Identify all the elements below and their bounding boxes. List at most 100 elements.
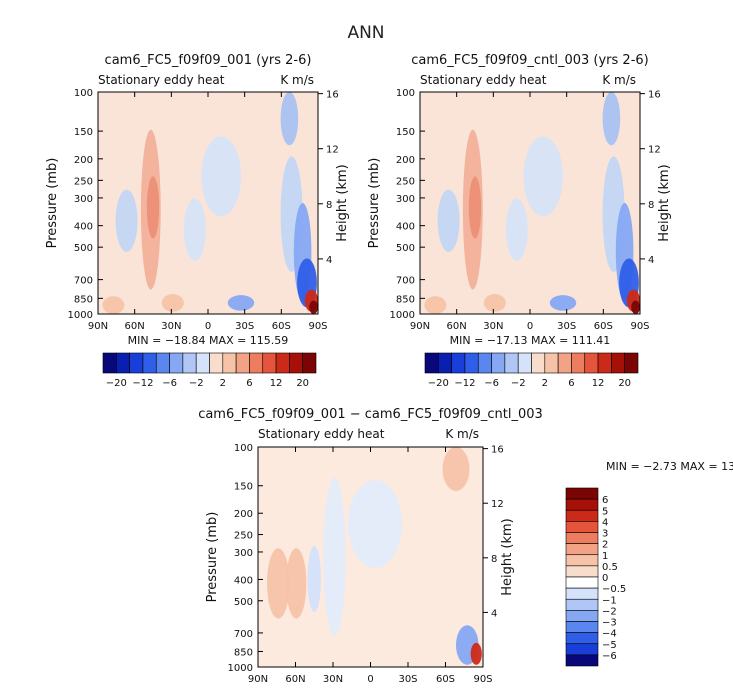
colorbar-label: −6 — [162, 378, 177, 389]
colorbar-label: 1 — [602, 551, 608, 562]
y-tick-label: 300 — [234, 548, 253, 559]
colorbar-swatch — [222, 352, 237, 374]
colorbar-swatch — [477, 352, 492, 374]
x-tick-label: 0 — [527, 321, 533, 332]
x-tick-label: 0 — [367, 674, 373, 685]
y-tick-label: 150 — [234, 482, 253, 493]
colorbar-label: 20 — [296, 378, 309, 389]
colorbar-label: −2 — [189, 378, 204, 389]
colorbar-label: −12 — [454, 378, 475, 389]
field-blob — [523, 136, 563, 217]
colorbar-label: −20 — [106, 378, 127, 389]
colorbar-swatch — [169, 352, 184, 374]
colorbar-swatch — [565, 654, 599, 667]
y-right-tick-label: 8 — [648, 200, 654, 211]
y-axis-label: Pressure (mb) — [205, 512, 220, 603]
colorbar-swatch — [565, 587, 599, 600]
x-tick-label: 60N — [447, 321, 467, 332]
colorbar-label: 3 — [602, 529, 608, 540]
colorbar-label: 6 — [246, 378, 252, 389]
colorbar-swatch — [597, 352, 612, 374]
field-blob — [323, 477, 346, 637]
y-right-axis-label: Height (km) — [657, 164, 672, 241]
y-right-tick-label: 16 — [648, 90, 661, 101]
field-blob — [470, 642, 482, 665]
y-tick-label: 150 — [396, 127, 415, 138]
min-max-stats: MIN = −17.13 MAX = 111.41 — [450, 334, 611, 347]
y-right-tick-label: 4 — [648, 255, 654, 266]
colorbar-swatch — [195, 352, 210, 374]
colorbar-label: −6 — [484, 378, 499, 389]
y-tick-label: 150 — [74, 127, 93, 138]
field-blob — [468, 176, 482, 239]
colorbar-swatch — [289, 352, 303, 374]
colorbar-label: 0 — [602, 573, 608, 584]
x-tick-label: 30S — [398, 674, 417, 685]
colorbar-label: −2 — [602, 606, 617, 617]
colorbar-swatch — [438, 352, 452, 374]
x-tick-label: 90S — [473, 674, 492, 685]
x-tick-label: 60S — [594, 321, 613, 332]
colorbar-swatch — [624, 352, 639, 374]
field-blob — [102, 296, 125, 314]
y-right-axis-label: Height (km) — [500, 518, 515, 595]
colorbar-label: −1 — [602, 595, 617, 606]
colorbar-label: −2 — [511, 378, 526, 389]
colorbar-swatch — [116, 352, 130, 374]
colorbar-label: −0.5 — [602, 584, 626, 595]
panel-units: K m/s — [445, 427, 479, 441]
x-tick-label: 0 — [205, 321, 211, 332]
x-tick-label: 90S — [630, 321, 649, 332]
colorbar-label: 20 — [618, 378, 631, 389]
y-right-tick-label: 12 — [491, 499, 504, 510]
field-blob — [505, 198, 528, 261]
colorbar-swatch — [275, 352, 290, 374]
y-tick-label: 1000 — [68, 310, 93, 321]
y-tick-label: 100 — [396, 88, 415, 99]
colorbar-label: 12 — [592, 378, 605, 389]
heatmap-field — [420, 92, 640, 314]
y-right-tick-label: 8 — [326, 200, 332, 211]
panel-title: cam6_FC5_f09f09_001 (yrs 2-6) — [105, 53, 312, 68]
x-tick-label: 30N — [483, 321, 503, 332]
y-right-tick-label: 16 — [326, 90, 339, 101]
x-tick-label: 60N — [125, 321, 145, 332]
colorbar-label: −4 — [602, 629, 617, 640]
colorbar-swatch — [504, 352, 519, 374]
colorbar-swatch — [302, 352, 317, 374]
y-tick-label: 500 — [396, 243, 415, 254]
colorbar-swatch — [531, 352, 546, 374]
y-tick-label: 400 — [396, 222, 415, 233]
y-tick-label: 700 — [74, 276, 93, 287]
colorbar-label: 2 — [542, 378, 548, 389]
y-tick-label: 250 — [234, 531, 253, 542]
y-tick-label: 100 — [74, 88, 93, 99]
x-tick-label: 90N — [88, 321, 108, 332]
colorbar-swatch — [565, 598, 599, 611]
colorbar-label: 12 — [270, 378, 283, 389]
colorbar-label: 6 — [602, 495, 608, 506]
panel-units: K m/s — [280, 73, 314, 87]
panel-subtitle-left: Stationary eddy heat — [98, 73, 225, 87]
y-tick-label: 850 — [396, 294, 415, 305]
colorbar-label: 6 — [568, 378, 574, 389]
y-tick-label: 500 — [234, 597, 253, 608]
min-max-stats: MIN = −2.73 MAX = 13.42 — [606, 460, 733, 473]
y-tick-label: 1000 — [390, 310, 415, 321]
y-right-tick-label: 8 — [491, 554, 497, 565]
colorbar-label: −12 — [132, 378, 153, 389]
field-blob — [267, 548, 290, 619]
colorbar-swatch — [584, 352, 599, 374]
colorbar-swatch — [424, 352, 439, 374]
x-tick-label: 30S — [557, 321, 576, 332]
panel-title: cam6_FC5_f09f09_001 − cam6_FC5_f09f09_cn… — [198, 407, 543, 422]
field-blob — [227, 295, 255, 311]
field-blob — [483, 294, 506, 312]
y-tick-label: 100 — [234, 443, 253, 454]
colorbar-label: −5 — [602, 640, 617, 651]
panel-1: cam6_FC5_f09f09_001 (yrs 2-6) Stationary … — [45, 53, 350, 389]
colorbar-swatch — [557, 352, 572, 374]
colorbar: −20 −12 −6 −2 2 6 12 20 — [424, 352, 639, 389]
y-right-tick-label: 4 — [326, 255, 332, 266]
